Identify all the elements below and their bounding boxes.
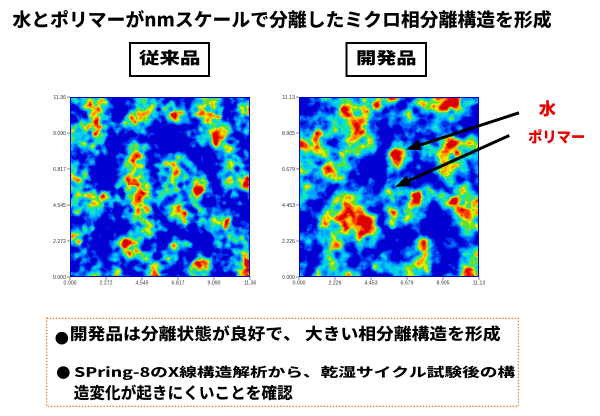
- svg-text:4.453: 4.453: [282, 203, 295, 209]
- svg-text:0.000: 0.000: [64, 281, 77, 287]
- svg-text:2.272: 2.272: [100, 281, 113, 287]
- svg-text:6.679: 6.679: [401, 281, 414, 287]
- svg-text:6.817: 6.817: [172, 281, 185, 287]
- svg-text:9.090: 9.090: [208, 281, 221, 287]
- svg-text:11.36: 11.36: [244, 281, 257, 287]
- svg-text:6.679: 6.679: [282, 167, 295, 173]
- svg-text:4.453: 4.453: [365, 281, 378, 287]
- svg-text:4.545: 4.545: [53, 203, 66, 209]
- svg-text:0.000: 0.000: [282, 275, 295, 281]
- svg-text:0.000: 0.000: [53, 275, 66, 281]
- svg-text:11.13: 11.13: [282, 95, 295, 101]
- svg-text:2.272: 2.272: [53, 239, 66, 245]
- svg-text:2.226: 2.226: [329, 281, 342, 287]
- svg-text:6.817: 6.817: [53, 167, 66, 173]
- svg-text:11.36: 11.36: [53, 95, 66, 101]
- svg-text:11.13: 11.13: [473, 281, 486, 287]
- svg-text:2.226: 2.226: [282, 239, 295, 245]
- svg-text:0.000: 0.000: [293, 281, 306, 287]
- svg-text:9.090: 9.090: [53, 131, 66, 137]
- svg-text:4.545: 4.545: [136, 281, 149, 287]
- svg-text:8.905: 8.905: [282, 131, 295, 137]
- svg-text:8.905: 8.905: [437, 281, 450, 287]
